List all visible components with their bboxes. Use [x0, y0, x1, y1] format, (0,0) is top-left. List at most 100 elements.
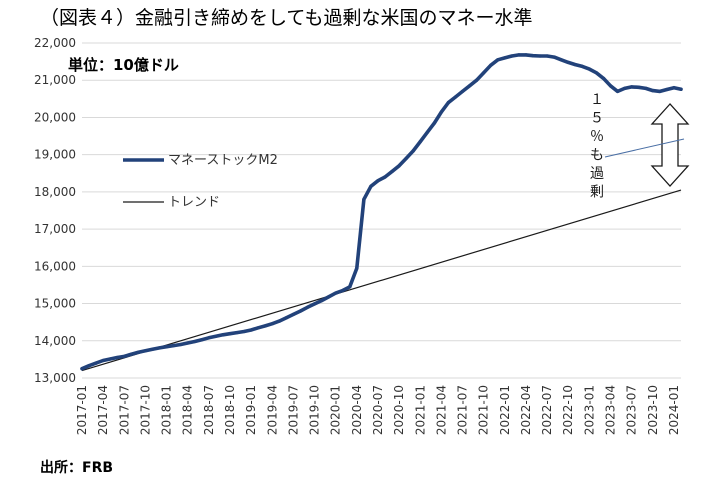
data-point: [482, 71, 486, 75]
y-tick-label: 16,000: [34, 259, 76, 273]
x-tick-label: 2019-10: [308, 385, 322, 435]
data-point: [587, 67, 592, 71]
data-point: [594, 71, 599, 75]
series-m2-points: [80, 53, 683, 371]
data-point: [263, 324, 267, 328]
data-point: [538, 54, 542, 58]
data-point: [242, 329, 246, 334]
data-point: [672, 86, 676, 90]
y-tick-label: 13,000: [34, 371, 76, 385]
data-point: [179, 342, 183, 347]
data-point: [193, 339, 197, 344]
data-point: [630, 85, 634, 89]
data-point: [94, 361, 98, 365]
data-point: [341, 288, 345, 293]
x-tick-label: 2017-10: [138, 385, 152, 435]
data-point: [256, 326, 260, 330]
data-point: [207, 336, 211, 340]
data-point: [270, 322, 274, 326]
data-point: [150, 347, 155, 351]
data-point: [313, 302, 317, 306]
data-point: [418, 140, 422, 144]
data-point: [460, 89, 465, 93]
data-point: [425, 130, 429, 134]
data-point: [545, 54, 549, 58]
data-point: [658, 89, 662, 93]
data-point: [235, 331, 239, 335]
data-point: [362, 197, 366, 201]
annotation-text: １５％も過剰: [590, 92, 604, 201]
x-tick-label: 2023-07: [625, 385, 639, 435]
data-point: [404, 156, 408, 160]
data-point: [524, 53, 528, 57]
x-tick-label: 2020-01: [329, 385, 343, 435]
data-point: [108, 357, 112, 361]
data-point: [101, 358, 105, 363]
x-axis-ticks: 2017-01 2017-04 2017-07 2017-10 2018-01 2018-…: [75, 385, 681, 435]
data-point: [637, 85, 641, 89]
annotation-leader-line: [604, 138, 685, 158]
data-point: [439, 110, 443, 114]
data-point: [228, 332, 232, 336]
data-point: [489, 63, 493, 67]
x-tick-label: 2019-01: [244, 385, 258, 435]
x-tick-label: 2022-01: [498, 385, 512, 435]
data-point: [291, 312, 295, 316]
y-tick-label: 18,000: [34, 185, 76, 199]
x-tick-label: 2021-04: [434, 385, 448, 435]
x-tick-label: 2017-04: [96, 385, 110, 435]
y-tick-label: 19,000: [34, 148, 76, 162]
y-tick-label: 14,000: [34, 334, 76, 348]
data-point: [320, 299, 324, 303]
data-point: [136, 350, 140, 354]
y-tick-label: 20,000: [34, 110, 76, 124]
data-point: [305, 305, 310, 309]
y-axis-ticks: 13,000 14,000 15,000 16,000 17,000 18,000 19,0…: [34, 36, 76, 385]
x-tick-label: 2023-01: [582, 385, 596, 435]
data-point: [608, 84, 613, 88]
x-tick-label: 2018-07: [202, 385, 216, 435]
x-tick-label: 2023-04: [604, 385, 618, 435]
excess-annotation: １５％も過剰: [590, 92, 690, 201]
data-point: [601, 76, 606, 80]
data-point: [165, 345, 169, 349]
data-point: [376, 179, 380, 183]
legend-label-m2: マネーストックM2: [168, 153, 278, 168]
x-tick-label: 2024-01: [667, 385, 681, 435]
data-point: [348, 285, 352, 289]
data-point: [115, 355, 119, 360]
data-point: [298, 309, 303, 313]
data-point: [432, 121, 436, 125]
x-tick-label: 2020-10: [392, 385, 406, 435]
data-point: [355, 266, 359, 270]
data-point: [129, 352, 133, 356]
data-point: [446, 101, 450, 105]
y-tick-label: 15,000: [34, 297, 76, 311]
data-point: [87, 364, 91, 368]
y-tick-label: 21,000: [34, 73, 76, 87]
data-point: [214, 334, 218, 338]
data-point: [411, 149, 415, 153]
x-tick-label: 2017-01: [75, 385, 89, 435]
data-point: [559, 58, 563, 62]
data-point: [644, 86, 648, 90]
data-point: [503, 56, 507, 60]
series-trend-line: [81, 189, 682, 372]
double-arrow-icon: [650, 103, 690, 187]
x-tick-label: 2017-07: [117, 385, 131, 435]
x-tick-label: 2022-10: [561, 385, 575, 435]
x-tick-label: 2019-04: [265, 385, 279, 435]
data-point: [651, 89, 655, 93]
data-point: [496, 58, 500, 62]
x-tick-label: 2021-01: [413, 385, 427, 435]
y-tick-label: 17,000: [34, 222, 76, 236]
data-point: [517, 53, 521, 57]
data-point: [277, 319, 281, 323]
data-point: [552, 55, 556, 59]
data-point: [383, 175, 387, 179]
data-point: [143, 349, 147, 353]
unit-label: 単位：10億ドル: [68, 56, 179, 74]
data-point: [200, 338, 204, 342]
